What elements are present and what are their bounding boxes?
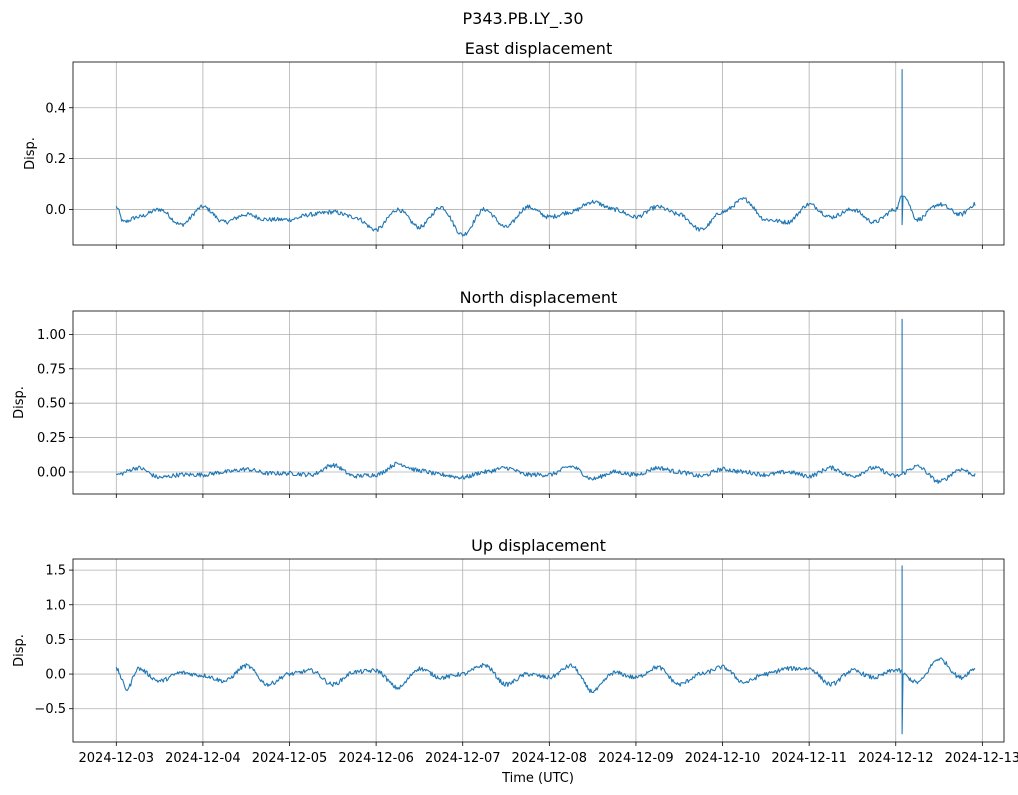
y-axis-label: Disp.	[23, 137, 38, 170]
subplot-title: Up displacement	[471, 536, 606, 555]
axes-frame	[72, 310, 1005, 495]
axes-frame	[72, 61, 1005, 246]
x-tick-label: 2024-12-03	[79, 751, 155, 766]
x-tick-label: 2024-12-12	[858, 751, 934, 766]
y-tick-label: 0.2	[45, 152, 66, 167]
y-tick-label: 1.00	[37, 328, 66, 343]
y-tick-label: 1.0	[45, 598, 66, 613]
y-axis-label: Disp.	[12, 386, 27, 419]
x-tick-label: 2024-12-13	[945, 751, 1018, 766]
subplot-east: East displacement 0.0 0.2 0.4 Disp.	[23, 39, 1005, 249]
x-tick-label: 2024-12-07	[425, 751, 501, 766]
y-tick-label: 0.0	[45, 668, 66, 683]
axes-frame	[72, 558, 1005, 743]
x-tick-label: 2024-12-11	[771, 751, 847, 766]
subplot-title: North displacement	[460, 288, 618, 307]
x-axis-label: Time (UTC)	[501, 771, 574, 786]
y-tick-label: 0.75	[37, 362, 66, 377]
x-tick-label: 2024-12-08	[512, 751, 588, 766]
subplot-title: East displacement	[465, 39, 612, 58]
y-tick-label: 0.25	[37, 431, 66, 446]
y-tick-label: 0.50	[37, 397, 66, 412]
y-tick-label: 0.4	[45, 101, 66, 116]
subplot-north: North displacement 0.00 0.25 0.50 0.75 1.00 Di…	[12, 288, 1005, 498]
y-axis-label: Disp.	[12, 634, 27, 667]
x-tick-label: 2024-12-09	[598, 751, 674, 766]
x-tick-label: 2024-12-10	[685, 751, 761, 766]
x-tick-label: 2024-12-05	[252, 751, 328, 766]
x-tick-label: 2024-12-06	[338, 751, 414, 766]
y-tick-label: 0.5	[45, 633, 66, 648]
y-tick-label: 1.5	[45, 564, 66, 579]
series-line	[115, 565, 976, 735]
y-tick-label: −0.5	[34, 702, 66, 717]
series-line	[115, 69, 976, 237]
figure-suptitle: P343.PB.LY_.30	[463, 9, 584, 29]
series-line	[116, 318, 976, 484]
y-tick-label: 0.0	[45, 203, 66, 218]
x-tick-label: 2024-12-04	[165, 751, 241, 766]
subplot-up: Up displacement 2024-12-03 2024-12-04 2024-…	[12, 536, 1018, 766]
y-tick-label: 0.00	[37, 465, 66, 480]
